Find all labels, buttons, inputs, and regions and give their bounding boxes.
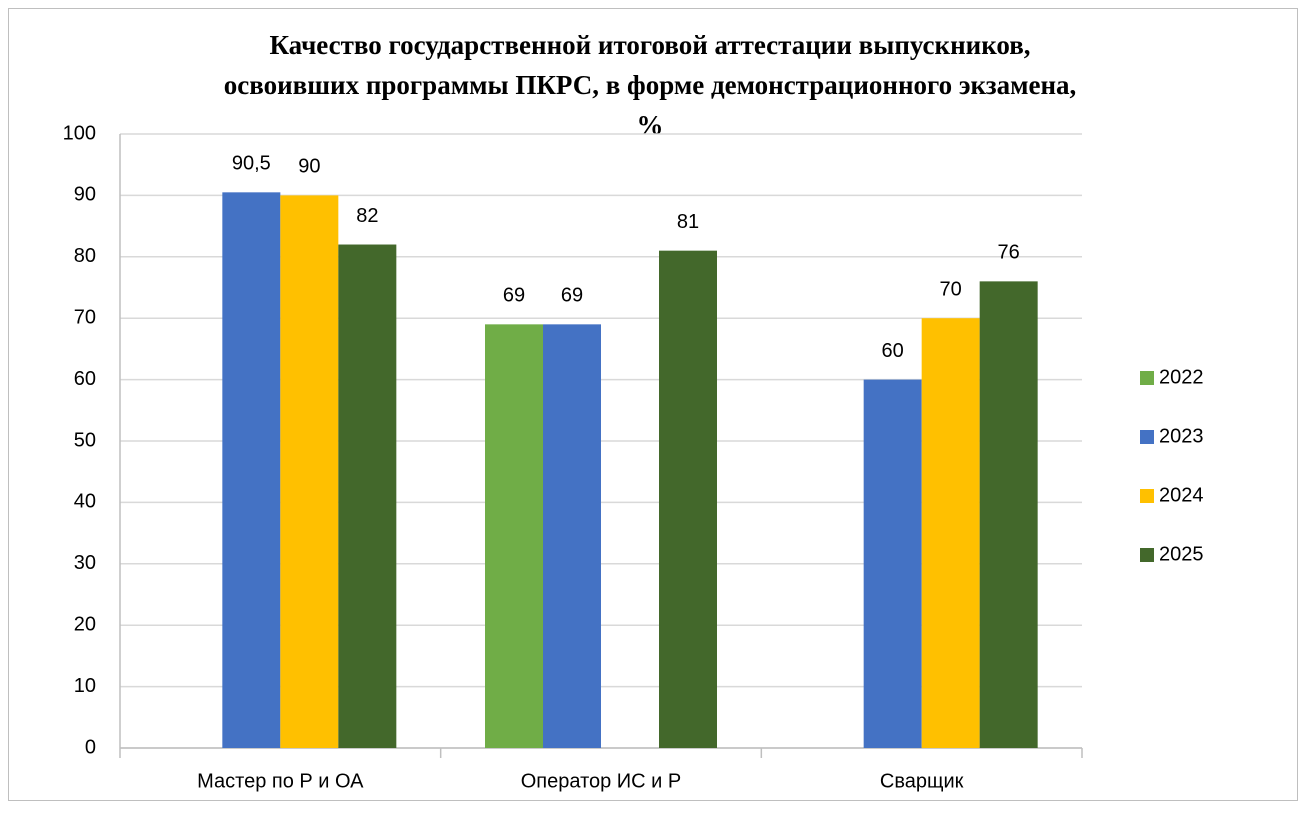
bar (863, 379, 922, 748)
legend-label: 2022 (1159, 366, 1204, 388)
chart-title: освоивших программы ПКРС, в форме демонс… (224, 70, 1077, 100)
y-tick-label: 80 (74, 245, 96, 267)
legend-swatch (1140, 371, 1154, 385)
bar (979, 281, 1038, 748)
legend-swatch (1140, 489, 1154, 503)
legend-label: 2025 (1159, 543, 1204, 565)
x-tick-label: Сварщик (880, 770, 964, 792)
chart-title: Качество государственной итоговой аттест… (269, 30, 1030, 60)
bar (280, 195, 339, 748)
y-tick-label: 40 (74, 491, 96, 513)
y-tick-label: 10 (74, 675, 96, 697)
x-tick-label: Мастер по Р и ОА (197, 770, 364, 792)
y-tick-label: 0 (85, 736, 96, 758)
data-label: 69 (503, 285, 525, 307)
data-label: 69 (561, 285, 583, 307)
y-tick-label: 30 (74, 552, 96, 574)
bar (543, 324, 601, 748)
data-label: 90 (298, 156, 320, 178)
legend-swatch (1140, 548, 1154, 562)
data-label: 76 (998, 242, 1020, 264)
data-label: 81 (677, 211, 699, 233)
bar (485, 324, 543, 748)
y-tick-label: 100 (63, 122, 96, 144)
legend-label: 2023 (1159, 425, 1204, 447)
bar (338, 244, 397, 748)
legend-swatch (1140, 430, 1154, 444)
x-tick-label: Оператор ИС и Р (521, 770, 682, 792)
bar (222, 192, 281, 748)
y-tick-label: 90 (74, 184, 96, 206)
bar (921, 318, 980, 748)
y-tick-label: 60 (74, 368, 96, 390)
data-label: 60 (882, 340, 904, 362)
bar (659, 250, 717, 748)
data-label: 70 (940, 278, 962, 300)
y-tick-label: 70 (74, 306, 96, 328)
y-tick-label: 50 (74, 429, 96, 451)
data-label: 90,5 (232, 153, 271, 175)
data-label: 82 (356, 205, 378, 227)
legend-label: 2024 (1159, 484, 1204, 506)
chart-title: % (637, 110, 664, 140)
y-tick-label: 20 (74, 613, 96, 635)
